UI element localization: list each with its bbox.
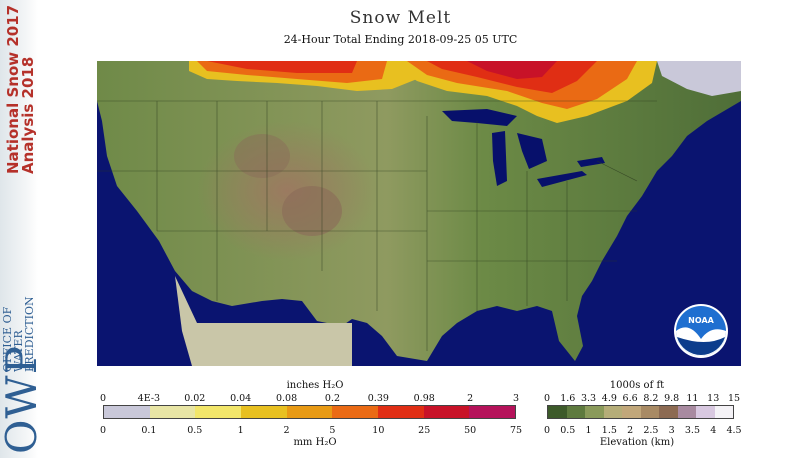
elevation-km-tick: 2 <box>627 425 634 436</box>
elevation-color-bin-0 <box>548 406 567 418</box>
elevation-color-bin-2 <box>585 406 604 418</box>
elevation-km-tick: 3.5 <box>684 425 700 436</box>
melt-color-bin-2 <box>195 406 242 418</box>
elevation-km-tick: 1.5 <box>601 425 617 436</box>
elevation-colorbar <box>547 405 734 419</box>
elevation-legend-bottom-label: Elevation (km) <box>599 437 675 448</box>
elevation-km-tick: 4.5 <box>726 425 742 436</box>
elevation-ft-tick: 15 <box>727 393 741 404</box>
melt-mm-tick: 25 <box>418 425 431 436</box>
elevation-km-tick: 0 <box>543 425 551 436</box>
melt-legend-bottom-label: mm H₂O <box>293 437 337 448</box>
melt-legend-top-label: inches H₂O <box>286 380 344 391</box>
lake-huron <box>517 133 547 169</box>
product-name-line2: Analysis 2018 <box>19 56 37 174</box>
elevation-ft-tick: 13 <box>707 393 720 404</box>
lake-superior <box>442 109 517 126</box>
elevation-color-bin-5 <box>640 406 659 418</box>
melt-color-bin-4 <box>286 406 333 418</box>
elevation-ft-tick: 0 <box>543 393 551 404</box>
elevation-ft-tick: 1.6 <box>560 393 576 404</box>
elevation-ft-tick: 6.6 <box>622 393 638 404</box>
melt-color-bin-7 <box>423 406 470 418</box>
melt-inch-tick: 0.2 <box>324 393 340 404</box>
mexico-outside-domain <box>197 323 352 366</box>
melt-color-bin-3 <box>241 406 287 418</box>
melt-mm-tick: 2 <box>283 425 290 436</box>
melt-mm-tick: 5 <box>329 425 336 436</box>
owp-logo-text: OWP <box>0 345 46 454</box>
elevation-ft-tick: 3.3 <box>580 393 597 404</box>
melt-color-bin-5 <box>332 406 379 418</box>
melt-inch-tick: 0 <box>99 393 107 404</box>
lake-ontario <box>577 157 605 167</box>
lake-michigan <box>492 131 507 186</box>
elevation-ft-tick: 8.2 <box>643 393 659 404</box>
elevation-km-tick: 2.5 <box>643 425 659 436</box>
melt-inch-tick: 0.02 <box>184 393 206 404</box>
elevation-color-bin-7 <box>677 406 696 418</box>
elevation-ft-tick: 9.8 <box>664 393 680 404</box>
snow-melt-map: NOAA <box>97 61 741 366</box>
elevation-color-bin-6 <box>659 406 678 418</box>
elevation-color-bin-4 <box>622 406 641 418</box>
melt-color-bin-0 <box>104 406 150 418</box>
melt-color-bin-8 <box>469 406 516 418</box>
sidebar-banner: National Snow 2017 Analysis 2018 OFFICE … <box>0 0 46 458</box>
elevation-color-bin-9 <box>714 406 733 418</box>
melt-color-bin-1 <box>149 406 196 418</box>
melt-mm-tick: 10 <box>372 425 385 436</box>
map-subtitle: 24-Hour Total Ending 2018-09-25 05 UTC <box>283 33 518 46</box>
melt-inch-tick: 0.39 <box>367 393 389 404</box>
melt-inch-tick: 0.98 <box>413 393 435 404</box>
elevation-color-bin-3 <box>603 406 622 418</box>
noaa-logo-text: NOAA <box>688 316 714 325</box>
melt-mm-tick: 0 <box>99 425 107 436</box>
elevation-km-tick: 0.5 <box>560 425 576 436</box>
elevation-km-tick: 4 <box>710 425 717 436</box>
melt-inch-tick: 0.04 <box>230 393 252 404</box>
melt-mm-tick: 1 <box>237 425 244 436</box>
lake-erie <box>537 171 587 187</box>
melt-color-bin-6 <box>378 406 424 418</box>
elevation-ft-tick: 11 <box>686 393 699 404</box>
elevation-km-tick: 1 <box>585 425 592 436</box>
melt-inch-tick: 2 <box>467 393 474 404</box>
melt-colorbar <box>103 405 516 419</box>
melt-inch-tick: 3 <box>512 393 520 404</box>
melt-mm-tick: 0.1 <box>141 425 157 436</box>
noaa-logo: NOAA <box>674 304 728 358</box>
elevation-ft-tick: 4.9 <box>601 393 617 404</box>
elevation-legend-top-label: 1000s of ft <box>609 380 665 391</box>
melt-mm-tick: 75 <box>509 425 523 436</box>
map-title: Snow Melt <box>349 8 452 28</box>
melt-mm-tick: 50 <box>464 425 477 436</box>
elevation-color-bin-1 <box>566 406 585 418</box>
melt-mm-tick: 0.5 <box>187 425 203 436</box>
melt-inch-tick: 4E-3 <box>137 393 161 404</box>
melt-inch-tick: 0.08 <box>275 393 298 404</box>
elevation-km-tick: 3 <box>668 425 675 436</box>
elevation-color-bin-8 <box>696 406 715 418</box>
